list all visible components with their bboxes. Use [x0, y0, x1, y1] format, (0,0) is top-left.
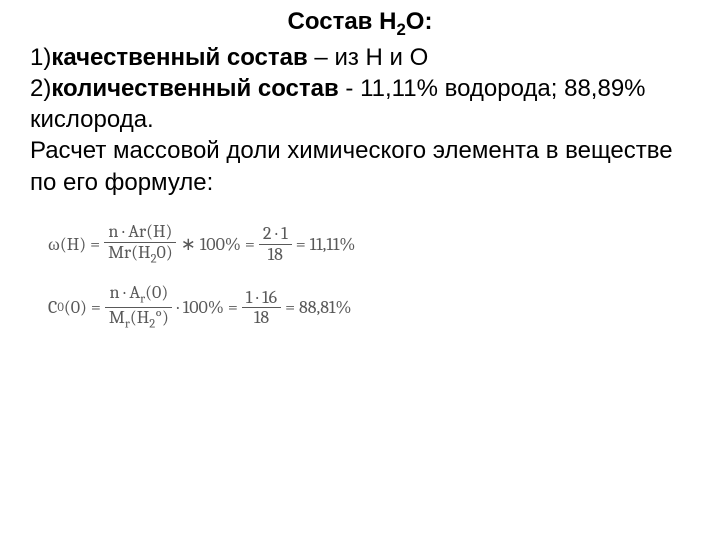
f2-frac2-den: 18 — [250, 308, 273, 328]
formula-1: ω(H) = n · Ar(H) Mr(H20) ∗ 100% = 2 · 1 … — [48, 222, 690, 267]
formula-block: ω(H) = n · Ar(H) Mr(H20) ∗ 100% = 2 · 1 … — [48, 222, 690, 333]
item1-num: 1) — [30, 44, 51, 71]
f1-frac1: n · Ar(H) Mr(H20) — [104, 222, 177, 267]
f2-lhs: C0(0) = — [48, 297, 101, 318]
item1-bold: качественный состав — [51, 44, 307, 71]
f2-frac1-den-mid: (H — [130, 307, 149, 328]
f2-frac2: 1 · 16 18 — [242, 288, 281, 329]
item2-num: 2) — [30, 75, 51, 102]
title-suffix: О: — [406, 8, 433, 35]
f1-frac1-den: Mr(H20) — [104, 243, 177, 267]
f2-frac1-num: n · Ar(0) — [105, 283, 172, 308]
f1-frac2: 2 · 1 18 — [259, 224, 292, 265]
f2-frac1-num-pre: n · A — [109, 282, 140, 303]
f1-frac1-den-pre: Mr(H — [108, 242, 151, 263]
f2-frac1-den-pre: M — [109, 307, 125, 328]
f1-frac1-num: n · Ar(H) — [104, 222, 176, 243]
f1-mid: ∗ 100% = — [181, 234, 255, 255]
description-line: Расчет массовой доли химического элемент… — [30, 135, 690, 197]
f2-frac1-den: Mr(H2°) — [105, 308, 173, 332]
f1-frac2-den: 18 — [264, 245, 287, 265]
f2-lhs-pre: C — [48, 297, 57, 318]
slide-content: Состав Н2О: 1)качественный состав – из Н… — [0, 0, 720, 333]
f2-frac2-num: 1 · 16 — [242, 288, 281, 309]
formula-2: C0(0) = n · Ar(0) Mr(H2°) · 100% = 1 · 1… — [48, 283, 690, 333]
item2-bold: количественный состав — [51, 75, 338, 102]
f1-frac2-num: 2 · 1 — [259, 224, 292, 245]
f1-lhs: ω(H) = — [48, 234, 100, 255]
f2-mid: · 100% = — [177, 297, 238, 318]
f2-frac1-den-post: °) — [155, 307, 169, 328]
title-prefix: Состав Н — [288, 8, 397, 35]
f2-frac1: n · Ar(0) Mr(H2°) — [105, 283, 173, 333]
item1-rest: – из Н и О — [308, 44, 429, 71]
title-sub: 2 — [396, 20, 405, 39]
item-2: 2)количественный состав - 11,11% водород… — [30, 73, 690, 135]
item-1: 1)качественный состав – из Н и О — [30, 42, 690, 73]
f2-result: = 88,81% — [285, 297, 351, 318]
f2-frac1-num-post: (0) — [145, 282, 168, 303]
f1-frac1-den-post: 0) — [157, 242, 173, 263]
f2-lhs-post: (0) = — [64, 297, 101, 318]
body-text: 1)качественный состав – из Н и О 2)колич… — [30, 42, 690, 198]
slide-title: Состав Н2О: — [30, 8, 690, 40]
f1-result: = 11,11% — [296, 234, 356, 255]
